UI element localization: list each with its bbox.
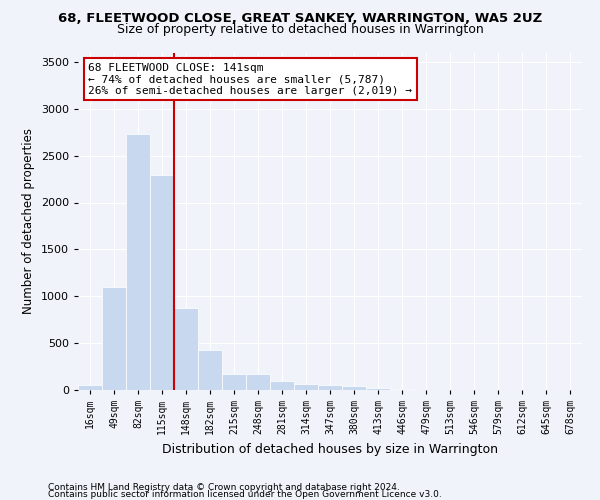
Bar [222, 374, 246, 390]
Bar [150, 176, 174, 390]
Bar [174, 308, 198, 390]
Bar [198, 350, 222, 390]
Bar [102, 287, 126, 390]
Text: 68, FLEETWOOD CLOSE, GREAT SANKEY, WARRINGTON, WA5 2UZ: 68, FLEETWOOD CLOSE, GREAT SANKEY, WARRI… [58, 12, 542, 26]
Bar [342, 386, 366, 390]
Y-axis label: Number of detached properties: Number of detached properties [22, 128, 35, 314]
Bar [246, 374, 270, 390]
Bar [78, 386, 102, 390]
Text: Size of property relative to detached houses in Warrington: Size of property relative to detached ho… [116, 22, 484, 36]
Bar [270, 381, 294, 390]
Bar [390, 389, 414, 390]
Text: Contains HM Land Registry data © Crown copyright and database right 2024.: Contains HM Land Registry data © Crown c… [48, 484, 400, 492]
Bar [318, 385, 342, 390]
Bar [294, 384, 318, 390]
Bar [126, 134, 150, 390]
X-axis label: Distribution of detached houses by size in Warrington: Distribution of detached houses by size … [162, 442, 498, 456]
Text: 68 FLEETWOOD CLOSE: 141sqm
← 74% of detached houses are smaller (5,787)
26% of s: 68 FLEETWOOD CLOSE: 141sqm ← 74% of deta… [88, 62, 412, 96]
Text: Contains public sector information licensed under the Open Government Licence v3: Contains public sector information licen… [48, 490, 442, 499]
Bar [366, 388, 390, 390]
